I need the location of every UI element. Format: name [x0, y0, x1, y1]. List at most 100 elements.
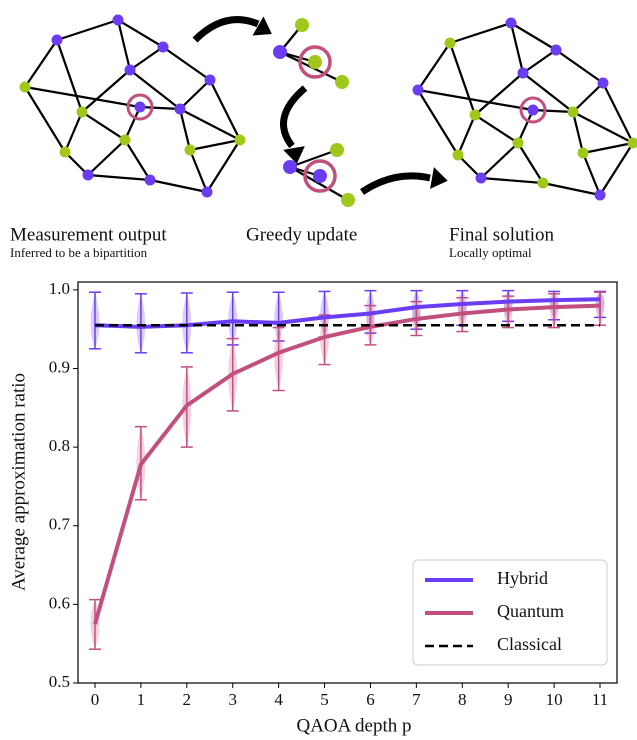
graph-node — [550, 44, 562, 56]
graph-edge — [480, 142, 519, 179]
graph-node — [341, 193, 355, 207]
graph-edge — [572, 111, 634, 144]
graph-edge — [516, 109, 535, 144]
graph-edge — [178, 108, 192, 151]
highlight-ring — [519, 96, 547, 124]
graph-edge — [449, 21, 512, 45]
highlight-ring — [303, 159, 337, 193]
highlight-ring — [126, 93, 154, 121]
graph-edge — [56, 18, 119, 42]
chart: 0.5 0.6 0.7 0.8 0.9 1.0 0 1 2 3 4 5 6 7 8 9 10 11 Hybrid Qu… — [49, 279, 618, 709]
y-tick-label: 0.9 — [49, 357, 70, 376]
graph-node — [124, 64, 136, 76]
graph-edge — [81, 111, 126, 141]
panel-title: Final solution — [449, 224, 555, 245]
graph-node — [112, 14, 124, 26]
graph-edge — [571, 111, 585, 154]
graph-edge — [87, 139, 126, 176]
graph-node — [201, 186, 213, 198]
graph-edge — [417, 88, 534, 112]
graph-edge — [542, 181, 601, 197]
y-tick-label: 1.0 — [49, 279, 70, 298]
graph-node — [475, 172, 487, 184]
graph-edge — [55, 39, 84, 113]
graph-edge — [602, 82, 634, 144]
graph-node — [537, 177, 549, 189]
graph-node — [505, 17, 517, 29]
graph-edge — [139, 105, 181, 111]
graph-edge — [24, 86, 66, 153]
graph-edge — [456, 114, 477, 156]
graph-edge — [289, 148, 338, 169]
x-tick-label: 0 — [91, 690, 100, 709]
graph-edge — [474, 114, 519, 144]
x-tick-label: 6 — [366, 690, 375, 709]
series-line — [94, 297, 601, 329]
panel-subtitle: Inferred to be a bipartition — [10, 245, 148, 260]
panel-subtitle: Locally optimal — [449, 245, 532, 260]
graph-edge — [149, 178, 208, 194]
graph-edge — [532, 108, 574, 114]
graph-node — [234, 134, 246, 146]
legend-box — [412, 559, 608, 666]
graph-node — [444, 37, 456, 49]
graph-node — [295, 18, 309, 32]
graph-edge — [522, 72, 574, 113]
graph-node — [412, 84, 424, 96]
graph-node — [82, 169, 94, 181]
y-tick-label: 0.5 — [49, 672, 70, 691]
graph-edge — [522, 49, 557, 74]
graph-node — [567, 106, 579, 118]
graph-node — [144, 174, 156, 186]
graph-node — [308, 55, 322, 69]
graph-node — [517, 67, 529, 79]
graph-edge — [116, 19, 132, 71]
x-tick-label: 8 — [458, 690, 467, 709]
graph-edge — [510, 22, 557, 51]
x-tick-label: 1 — [137, 690, 146, 709]
graph-node — [59, 146, 71, 158]
graph-edge — [582, 141, 634, 155]
highlight-ring — [298, 45, 332, 79]
graph-edge — [581, 152, 602, 196]
graph-edge — [555, 49, 604, 84]
panel-title: Measurement output — [10, 224, 167, 245]
graph-node — [627, 137, 637, 149]
x-tick-label: 5 — [320, 690, 329, 709]
graph-node — [204, 74, 216, 86]
x-tick-label: 7 — [412, 690, 421, 709]
x-axis-label: QAOA depth p — [296, 715, 411, 736]
graph-edge — [480, 176, 544, 185]
graph-node — [134, 101, 146, 113]
x-tick-label: 3 — [228, 690, 237, 709]
legend-label: Hybrid — [497, 568, 548, 588]
graph-edge — [474, 72, 524, 116]
graph-edge — [129, 69, 181, 110]
graph-edge — [87, 173, 151, 182]
graph-node — [119, 134, 131, 146]
arrow — [192, 16, 260, 43]
graph-edge — [124, 139, 151, 181]
arrow-head — [430, 167, 448, 189]
graph-node — [330, 143, 344, 157]
graph-node — [469, 109, 481, 121]
arrow — [360, 172, 431, 195]
graph-edge — [81, 69, 131, 113]
graph-node — [157, 41, 169, 53]
graph-edge — [123, 106, 142, 141]
graph-edge — [417, 42, 451, 91]
y-tick-label: 0.8 — [49, 436, 70, 455]
graph-edge — [179, 79, 211, 110]
arrow-head — [283, 146, 305, 164]
x-tick-label: 10 — [546, 690, 563, 709]
graph-edge — [188, 149, 209, 193]
graph-node — [273, 45, 287, 59]
x-tick-label: 9 — [504, 690, 513, 709]
graph-edge — [517, 142, 544, 184]
graph-edge — [509, 22, 525, 74]
graph-edge — [24, 39, 58, 88]
graph-edge — [599, 142, 634, 196]
plot-frame — [77, 281, 618, 684]
x-tick-label: 4 — [274, 690, 283, 709]
